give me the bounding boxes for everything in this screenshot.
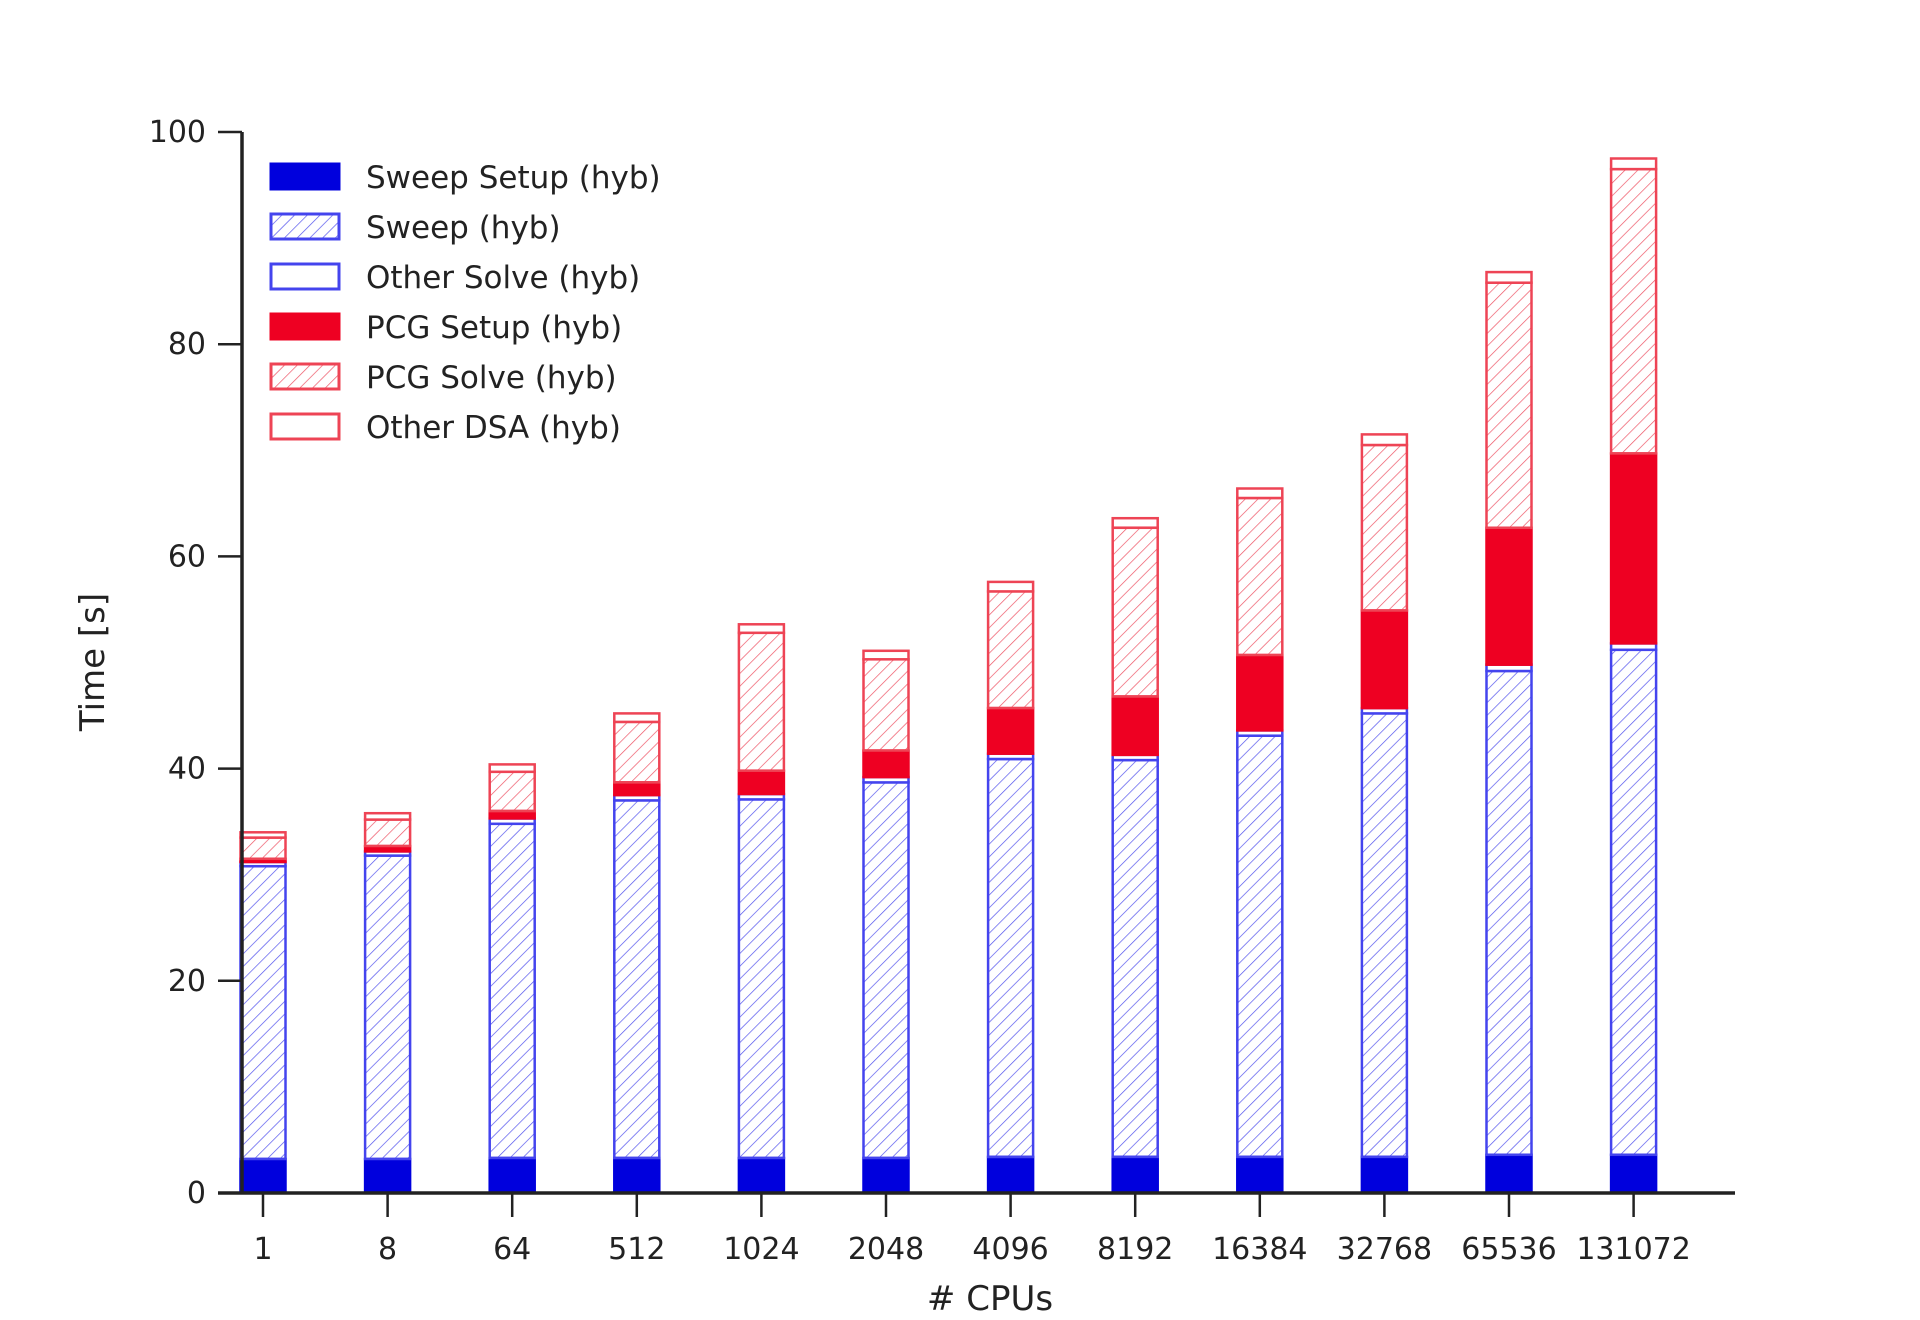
x-tick-label-131072: 131072 [1576,1232,1691,1267]
legend-swatch-other-dsa-hyb [269,412,341,441]
bar-segment-sweep-hyb-8 [363,854,412,1161]
legend-swatch-sweep-setup-hyb [269,162,341,191]
bar-segment-pcg-setup-hyb-8192 [1111,695,1159,757]
bar-segment-sweep-setup-hyb-1 [239,1157,287,1195]
bar-segment-sweep-hyb-32768 [1360,712,1409,1159]
bar-segment-sweep-setup-hyb-16384 [1236,1155,1284,1195]
bar-segment-sweep-setup-hyb-2048 [862,1156,910,1195]
legend-swatch-sweep-hyb [269,212,341,241]
legend-swatch-other-solve-hyb [269,262,341,291]
axes-layer: 0 20 40 60 80 100 1 8 64 512 1024 2048 4096 8192 16384… [149,115,1735,1267]
bar-segment-sweep-hyb-64 [488,822,536,1160]
bar-segment-pcg-solve-hyb-8192 [1111,526,1159,698]
bar-segment-sweep-setup-hyb-1024 [737,1156,786,1195]
bar-segment-sweep-setup-hyb-32768 [1360,1155,1409,1195]
bar-segment-other-dsa-hyb-1 [239,831,287,839]
y-tick-label-0: 0 [187,1176,206,1211]
bar-segment-pcg-solve-hyb-16384 [1236,496,1284,657]
x-tick-label-1: 1 [253,1232,272,1267]
bar-segment-pcg-setup-hyb-131072 [1609,452,1658,645]
bar-segment-other-dsa-hyb-65536 [1485,270,1533,284]
bar-segment-pcg-setup-hyb-512 [613,781,661,797]
legend-swatch-pcg-solve-hyb [269,362,341,391]
y-tick-label-100: 100 [149,115,206,150]
bar-segment-pcg-setup-hyb-4096 [986,706,1035,755]
bar-segment-other-dsa-hyb-64 [488,763,536,774]
bar-segment-sweep-setup-hyb-4096 [986,1155,1035,1195]
legend-label-pcg-solve-hyb: PCG Solve (hyb) [366,360,617,396]
y-axis-title: Time [s] [73,593,113,732]
legend-label-other-dsa-hyb: Other DSA (hyb) [366,410,621,446]
legend-swatch-pcg-setup-hyb [269,312,341,341]
bar-segment-other-dsa-hyb-2048 [862,649,910,661]
bar-segment-pcg-solve-hyb-65536 [1485,281,1533,530]
bar-segment-pcg-setup-hyb-32768 [1360,609,1409,710]
bar-segment-sweep-hyb-4096 [986,757,1035,1159]
bar-segment-other-dsa-hyb-131072 [1609,157,1658,171]
bar-segment-pcg-setup-hyb-2048 [862,749,910,779]
bar-segment-sweep-setup-hyb-131072 [1609,1153,1658,1195]
x-tick-label-8192: 8192 [1097,1232,1173,1267]
bar-segment-other-dsa-hyb-512 [613,712,661,724]
bar-segment-pcg-setup-hyb-1024 [737,769,786,796]
x-tick-label-1024: 1024 [723,1232,799,1267]
bar-segment-sweep-hyb-8192 [1111,758,1159,1159]
bar-segment-sweep-setup-hyb-8 [363,1157,412,1195]
legend-label-pcg-setup-hyb: PCG Setup (hyb) [366,310,622,346]
bar-segment-other-dsa-hyb-1024 [737,623,786,635]
x-tick-label-8: 8 [378,1232,397,1267]
legend-label-other-solve-hyb: Other Solve (hyb) [366,260,640,296]
bar-segment-sweep-hyb-1024 [737,798,786,1160]
bar-segment-sweep-setup-hyb-64 [488,1156,536,1195]
y-tick-label-40: 40 [168,752,206,787]
bar-segment-pcg-solve-hyb-1024 [737,631,786,772]
y-tick-label-20: 20 [168,964,206,999]
bar-segment-other-dsa-hyb-8192 [1111,516,1159,529]
legend: Sweep Setup (hyb) Sweep (hyb) Other Solve … [269,160,661,446]
bar-segment-other-dsa-hyb-16384 [1236,487,1284,500]
x-tick-label-2048: 2048 [848,1232,924,1267]
bar-segment-sweep-hyb-2048 [862,781,910,1160]
x-tick-label-32768: 32768 [1337,1232,1432,1267]
bar-segment-other-dsa-hyb-8 [363,811,412,821]
x-tick-label-65536: 65536 [1461,1232,1556,1267]
bar-segment-pcg-setup-hyb-16384 [1236,653,1284,732]
bar-segment-sweep-setup-hyb-8192 [1111,1155,1159,1195]
bar-segment-pcg-solve-hyb-2048 [862,658,910,752]
x-tick-label-64: 64 [493,1232,531,1267]
bar-segment-pcg-solve-hyb-64 [488,770,536,813]
bar-segment-sweep-hyb-1 [239,864,287,1161]
bar-segment-sweep-hyb-65536 [1485,669,1533,1157]
bar-segment-pcg-solve-hyb-8 [363,818,412,848]
bar-segment-pcg-solve-hyb-131072 [1609,167,1658,455]
bar-segment-other-dsa-hyb-4096 [986,580,1035,593]
bar-segment-sweep-hyb-512 [613,799,661,1160]
x-axis-title: # CPUs [927,1279,1053,1319]
bar-segment-sweep-hyb-16384 [1236,734,1284,1159]
bar-segment-pcg-solve-hyb-32768 [1360,443,1409,612]
x-tick-label-16384: 16384 [1212,1232,1307,1267]
bar-segment-pcg-setup-hyb-65536 [1485,526,1533,666]
bar-segment-sweep-setup-hyb-512 [613,1156,661,1195]
y-tick-label-80: 80 [168,327,206,362]
bar-segment-sweep-hyb-131072 [1609,648,1658,1157]
legend-label-sweep-setup-hyb: Sweep Setup (hyb) [366,160,661,196]
x-tick-label-512: 512 [608,1232,665,1267]
legend-label-sweep-hyb: Sweep (hyb) [366,210,561,246]
y-tick-label-60: 60 [168,539,206,574]
bar-segment-pcg-solve-hyb-512 [613,720,661,784]
bar-segment-pcg-solve-hyb-4096 [986,590,1035,710]
bar-segment-other-dsa-hyb-32768 [1360,433,1409,447]
x-tick-label-4096: 4096 [972,1232,1048,1267]
bars-layer [239,157,1658,1195]
bar-segment-pcg-solve-hyb-1 [239,836,287,861]
bar-segment-sweep-setup-hyb-65536 [1485,1153,1533,1195]
